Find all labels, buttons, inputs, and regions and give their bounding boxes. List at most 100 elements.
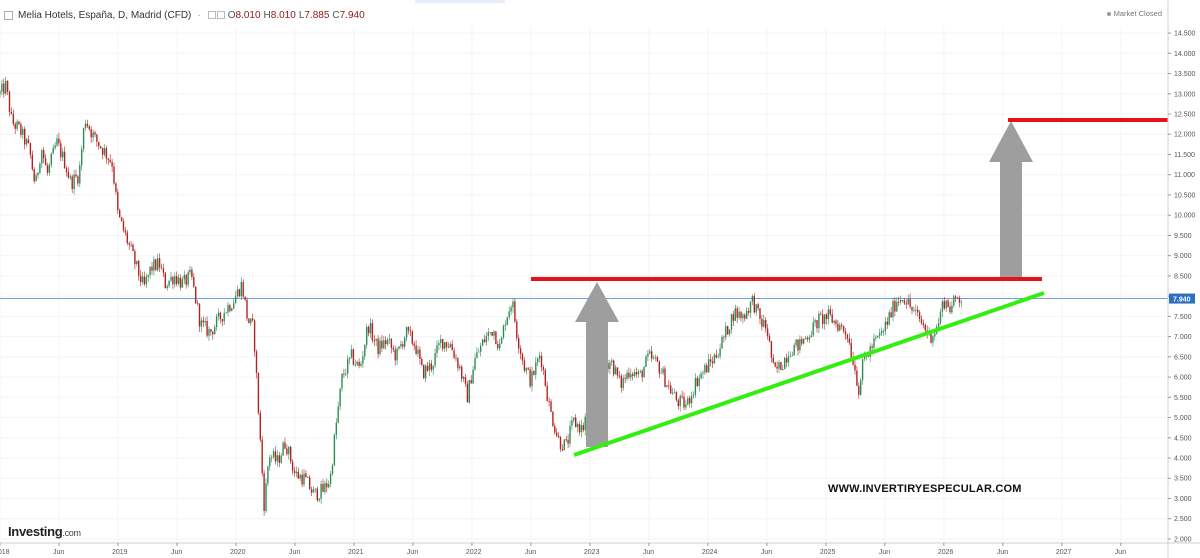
candle-body bbox=[677, 400, 679, 407]
candle-body bbox=[335, 422, 337, 435]
toggle-box-icon[interactable] bbox=[216, 11, 225, 19]
candle-body bbox=[833, 320, 835, 323]
candle-body bbox=[90, 129, 92, 138]
candle-body bbox=[214, 327, 216, 335]
candle-body bbox=[60, 143, 62, 158]
candle-body bbox=[668, 385, 670, 387]
candle-body bbox=[288, 446, 290, 455]
candle-body bbox=[557, 435, 560, 438]
candle-body bbox=[725, 326, 727, 338]
candle-body bbox=[58, 138, 60, 144]
candle-body bbox=[257, 372, 260, 413]
candle-body bbox=[41, 150, 43, 164]
candle-body bbox=[820, 313, 822, 315]
candle-body bbox=[185, 275, 187, 285]
candle-body bbox=[27, 139, 30, 143]
candle-body bbox=[324, 483, 326, 492]
candle-body bbox=[795, 339, 797, 345]
candle-body bbox=[491, 332, 493, 336]
candle-body bbox=[567, 439, 569, 444]
candle-body bbox=[787, 356, 790, 363]
candle-body bbox=[660, 372, 662, 374]
candle-body bbox=[947, 300, 949, 307]
candle-body bbox=[25, 139, 28, 145]
candle-body bbox=[67, 172, 70, 178]
candle-body bbox=[242, 282, 244, 297]
candle-body bbox=[187, 272, 189, 285]
candle-body bbox=[495, 331, 497, 345]
candle-body bbox=[31, 154, 33, 170]
candle-body bbox=[189, 269, 191, 273]
candle-body bbox=[873, 338, 875, 348]
candle-body bbox=[797, 339, 799, 351]
candle-body bbox=[22, 128, 24, 135]
candle-body bbox=[440, 338, 442, 344]
candle-body bbox=[6, 80, 9, 92]
candle-body bbox=[905, 303, 907, 305]
candle-body bbox=[740, 311, 742, 319]
candle-body bbox=[145, 276, 147, 285]
candle-body bbox=[415, 345, 417, 354]
candle-body bbox=[955, 296, 957, 298]
candle-body bbox=[696, 378, 698, 386]
candle-body bbox=[679, 395, 681, 407]
candle-body bbox=[225, 312, 227, 314]
candle-body bbox=[345, 373, 347, 375]
candle-body bbox=[901, 300, 904, 301]
candle-body bbox=[280, 455, 282, 463]
candle-body bbox=[193, 277, 195, 287]
candle-body bbox=[793, 344, 795, 356]
candle-body bbox=[265, 483, 267, 511]
candle-body bbox=[195, 286, 197, 304]
candle-body bbox=[823, 314, 826, 325]
candle-body bbox=[130, 244, 132, 246]
candle-body bbox=[620, 375, 622, 388]
candle-body bbox=[730, 314, 733, 330]
candle-body bbox=[664, 368, 666, 387]
candle-body bbox=[386, 339, 389, 345]
candle-body bbox=[339, 388, 341, 407]
candle-body bbox=[934, 333, 936, 337]
candle-body bbox=[565, 439, 567, 441]
candle-body bbox=[709, 359, 712, 362]
investing-logo[interactable]: Investing.com bbox=[8, 524, 81, 539]
price-tick-label: 5.000 bbox=[1174, 415, 1192, 422]
candle-body bbox=[913, 309, 915, 311]
ohlc-close: C7.940 bbox=[332, 9, 365, 21]
price-tick-label: 13.000 bbox=[1174, 91, 1196, 98]
candle-body bbox=[274, 451, 277, 462]
candle-body bbox=[575, 417, 577, 428]
candle-body bbox=[898, 302, 900, 303]
candle-body bbox=[470, 380, 472, 384]
candle-body bbox=[291, 461, 294, 471]
candle-body bbox=[744, 314, 746, 319]
candle-body bbox=[271, 456, 273, 458]
candle-body bbox=[690, 395, 693, 404]
market-status-text: Market Closed bbox=[1113, 9, 1162, 18]
candle-body bbox=[888, 312, 890, 325]
candle-body bbox=[960, 302, 963, 304]
candle-body bbox=[930, 331, 932, 343]
candle-body bbox=[362, 356, 364, 364]
candle-body bbox=[139, 275, 142, 283]
candle-body bbox=[945, 300, 947, 309]
candle-body bbox=[624, 378, 626, 379]
candle-body bbox=[719, 348, 721, 357]
candle-body bbox=[483, 339, 486, 343]
candle-body bbox=[846, 334, 849, 339]
candle-body bbox=[50, 153, 52, 165]
candle-body bbox=[645, 356, 647, 367]
candle-body bbox=[343, 373, 345, 375]
candle-body bbox=[628, 372, 630, 378]
candle-body bbox=[637, 371, 640, 375]
candle-body bbox=[157, 258, 159, 271]
candle-body bbox=[480, 345, 482, 352]
price-tick-label: 12.500 bbox=[1174, 112, 1196, 119]
toggle-box-icon[interactable] bbox=[207, 11, 216, 19]
candle-body bbox=[542, 367, 545, 370]
candle-body bbox=[861, 359, 864, 381]
candle-body bbox=[512, 301, 514, 308]
candle-body bbox=[396, 348, 398, 361]
candle-body bbox=[375, 338, 377, 341]
